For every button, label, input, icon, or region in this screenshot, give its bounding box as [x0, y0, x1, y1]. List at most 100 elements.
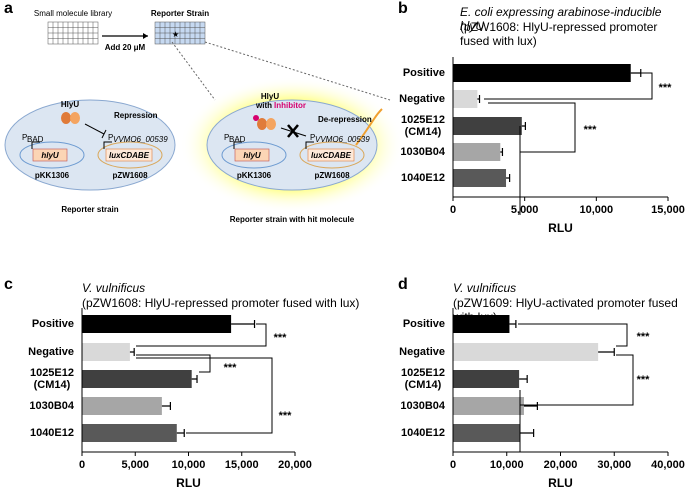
x-tick-label: 10,000 — [171, 459, 206, 471]
bar — [453, 397, 524, 415]
bar — [82, 424, 177, 442]
plasmid-label: pKK1306 — [35, 171, 70, 180]
category-label: 1030B04 — [400, 400, 445, 412]
bar — [453, 315, 510, 333]
error-bar — [129, 348, 135, 356]
caption: Reporter strain with hit molecule — [230, 215, 355, 224]
plasmid-label: pKK1306 — [237, 171, 272, 180]
x-tick-label: 5,000 — [510, 204, 539, 216]
axis-label: RLU — [548, 221, 573, 235]
x-tick-label: 0 — [449, 459, 457, 471]
promoter-label: P — [310, 133, 315, 142]
bar — [82, 315, 232, 333]
promoter-sub: BAD — [229, 135, 246, 144]
chart-subtitle: (pZW1609: HlyU-activated promoter fused … — [453, 296, 678, 324]
x-tick-label: 30,000 — [597, 459, 632, 471]
bar — [453, 90, 478, 108]
category-label: Negative — [399, 93, 445, 105]
axis-label: RLU — [548, 476, 573, 489]
library-grid — [47, 21, 99, 45]
x-tick-label: 15,000 — [651, 204, 685, 216]
error-bar — [500, 148, 504, 156]
error-bar — [506, 174, 511, 182]
x-tick-label: 5,000 — [121, 459, 150, 471]
significance-bracket — [518, 323, 628, 347]
chart-subtitle: (pZW1608: HlyU-repressed promoter fused … — [460, 20, 658, 48]
error-bar — [630, 69, 642, 77]
significance: *** — [636, 331, 650, 343]
derepression-label: De-repression — [318, 115, 372, 124]
bar — [453, 343, 599, 361]
significance: *** — [223, 362, 237, 374]
gene-label: hlyU — [41, 151, 59, 160]
category-label: Positive — [402, 318, 445, 330]
bar — [453, 370, 520, 388]
category-label: Negative — [399, 346, 445, 358]
plasmid-label: pZW1608 — [314, 171, 350, 180]
protein-label: HlyU — [261, 92, 279, 101]
category-label: 1025E12 (CM14) — [29, 367, 74, 391]
zoom-lines — [171, 41, 391, 101]
protein-label: HlyU — [61, 100, 79, 109]
error-bar — [191, 375, 198, 383]
bar — [82, 343, 130, 361]
x-tick-label: 40,000 — [651, 459, 685, 471]
category-label: 1040E12 — [400, 172, 445, 184]
bar — [82, 370, 192, 388]
error-bar — [598, 348, 615, 356]
chart-title: E. coli expressing arabinose-inducible h… — [460, 5, 662, 33]
significance-bracket — [484, 72, 653, 100]
repression-label: Repression — [114, 111, 158, 120]
with-label: with — [255, 101, 272, 110]
significance-bracket — [136, 323, 267, 347]
x-tick-label: 20,000 — [278, 459, 312, 471]
panel-label: d — [398, 276, 408, 293]
bar — [453, 424, 521, 442]
significance-bracket — [136, 357, 273, 434]
x-tick-label: 10,000 — [489, 459, 524, 471]
significance: *** — [636, 374, 650, 386]
panel-label: b — [398, 0, 408, 17]
axis-label: RLU — [176, 476, 201, 489]
x-tick-label: 15,000 — [224, 459, 259, 471]
x-tick-label: 0 — [449, 204, 457, 216]
promoter-label: P — [108, 133, 113, 142]
significance-bracket — [136, 354, 211, 373]
panel-label: c — [4, 276, 13, 293]
category-label: Positive — [402, 67, 445, 79]
chart-title: V. vulnificus — [82, 281, 146, 295]
category-label: 1025E12 (CM14) — [400, 367, 445, 391]
left-contents: HlyU Repression P BAD P VVMO6_00539 hlyU… — [19, 100, 168, 214]
significance-bracket — [520, 354, 634, 406]
x-tick-label: 10,000 — [579, 204, 614, 216]
strain-grid: ★ — [154, 21, 206, 45]
x-tick-label: 20,000 — [543, 459, 578, 471]
arrowhead — [143, 33, 148, 39]
category-label: 1040E12 — [29, 427, 74, 439]
category-label: 1030B04 — [29, 400, 74, 412]
promoter-sub: BAD — [27, 135, 44, 144]
panel-label: a — [4, 0, 13, 17]
error-bar — [509, 320, 517, 328]
error-bar — [231, 320, 256, 328]
inhibitor-label: Inhibitor — [274, 101, 306, 110]
caption: Reporter strain — [61, 205, 118, 214]
error-bar — [521, 122, 526, 130]
category-label: 1030B04 — [400, 146, 445, 158]
promoter-sub: VVMO6_00539 — [113, 135, 168, 144]
significance: *** — [278, 410, 292, 422]
plasmid-label: pZW1608 — [112, 171, 148, 180]
category-label: Positive — [31, 318, 74, 330]
significance: *** — [273, 332, 287, 344]
strain-label: Reporter Strain — [151, 9, 209, 18]
significance-bracket — [488, 102, 576, 153]
promoter-label: P — [22, 133, 27, 142]
bar — [453, 117, 522, 135]
promoter-label: P — [224, 133, 229, 142]
gene-label: luxCDABE — [109, 151, 150, 160]
svg-text:★: ★ — [172, 30, 179, 39]
category-label: Negative — [28, 346, 74, 358]
diagram: Small molecule library Reporter Strain ★… — [4, 9, 404, 224]
